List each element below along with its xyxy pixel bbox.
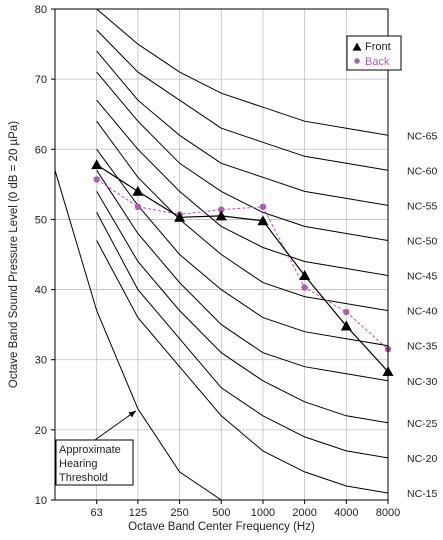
legend-back-label: Back xyxy=(365,56,390,68)
curve-label-nc-35: NC-35 xyxy=(407,341,438,353)
hearing-threshold-curve xyxy=(54,170,222,501)
y-tick-label: 50 xyxy=(35,214,47,226)
x-tick-label: 4000 xyxy=(334,507,358,519)
curve-nc-45 xyxy=(96,99,389,276)
nc-curves xyxy=(96,8,389,494)
curve-nc-20 xyxy=(96,212,389,459)
curve-labels: NC-65 NC-60 NC-55 NC-50 NC-45 NC-40 NC-35 NC-30… xyxy=(407,130,438,500)
curve-nc-35 xyxy=(96,149,389,347)
series-front-line xyxy=(96,164,389,373)
curve-label-nc-55: NC-55 xyxy=(407,200,438,212)
legend-front-marker xyxy=(352,42,362,51)
curve-nc-25 xyxy=(96,191,389,424)
curve-nc-60 xyxy=(96,29,389,171)
curve-label-nc-40: NC-40 xyxy=(407,306,438,318)
curve-label-nc-15: NC-15 xyxy=(407,488,438,500)
data-series xyxy=(91,159,394,377)
x-tick-label: 63 xyxy=(91,507,103,519)
x-tick-label: 125 xyxy=(129,507,147,519)
threshold-annotation-box xyxy=(55,439,134,486)
y-tick-label: 60 xyxy=(35,144,47,156)
threshold-line xyxy=(54,170,222,501)
curve-label-nc-20: NC-20 xyxy=(407,453,438,465)
back-point xyxy=(343,308,350,316)
back-point xyxy=(301,284,308,291)
threshold-annotation: Approximate Hearing Threshold xyxy=(55,410,137,486)
curve-label-nc-25: NC-25 xyxy=(407,418,438,430)
front-point xyxy=(174,211,186,222)
y-tick-label: 30 xyxy=(35,355,47,367)
threshold-label-line-2: Hearing xyxy=(59,458,98,470)
legend-front-label: Front xyxy=(365,41,391,53)
back-point xyxy=(259,203,267,211)
front-point xyxy=(215,210,227,221)
x-tick-label: 250 xyxy=(170,507,188,519)
threshold-label-line-1: Approximate xyxy=(59,444,121,456)
curve-label-nc-65: NC-65 xyxy=(407,130,438,142)
curve-label-nc-45: NC-45 xyxy=(407,271,438,283)
curve-label-nc-30: NC-30 xyxy=(407,376,438,388)
curve-nc-30 xyxy=(96,170,389,382)
curve-label-nc-60: NC-60 xyxy=(407,165,438,177)
back-point xyxy=(134,203,142,211)
curve-nc-55 xyxy=(96,50,389,206)
front-point xyxy=(132,185,144,196)
curve-nc-65 xyxy=(96,8,389,136)
curve-nc-40 xyxy=(96,120,389,312)
y-tick-label: 70 xyxy=(35,74,47,86)
back-point xyxy=(93,176,100,183)
threshold-arrow-line xyxy=(94,410,137,441)
back-point xyxy=(218,206,225,213)
series-back-line xyxy=(96,178,389,350)
y-tick-label: 10 xyxy=(35,495,47,507)
tick-labels: 63 125 250 500 1000 2000 4000 8000 10 20 30 40 50 60 7… xyxy=(35,4,400,519)
legend-box xyxy=(346,35,402,71)
curve-nc-50 xyxy=(96,71,389,241)
y-axis-title: Octave Band Sound Pressure Level (0 dB =… xyxy=(8,121,20,388)
y-tick-label: 40 xyxy=(35,285,47,297)
legend-back-marker xyxy=(354,58,360,64)
y-tick-label: 20 xyxy=(35,425,47,437)
front-point xyxy=(299,270,311,280)
front-point xyxy=(257,215,269,226)
legend: Front Back xyxy=(346,35,402,71)
threshold-arrowhead xyxy=(128,410,136,418)
x-tick-label: 8000 xyxy=(376,507,400,519)
x-tick-label: 500 xyxy=(212,507,230,519)
y-tick-label: 80 xyxy=(35,4,47,16)
x-axis-title: Octave Band Center Frequency (Hz) xyxy=(128,521,315,533)
curve-label-nc-50: NC-50 xyxy=(407,235,438,247)
curve-nc-15 xyxy=(96,240,389,494)
x-tick-label: 1000 xyxy=(251,507,275,519)
front-point xyxy=(91,159,103,170)
front-point xyxy=(340,320,352,331)
threshold-label-line-3: Threshold xyxy=(59,472,108,484)
x-tick-label: 2000 xyxy=(292,507,316,519)
